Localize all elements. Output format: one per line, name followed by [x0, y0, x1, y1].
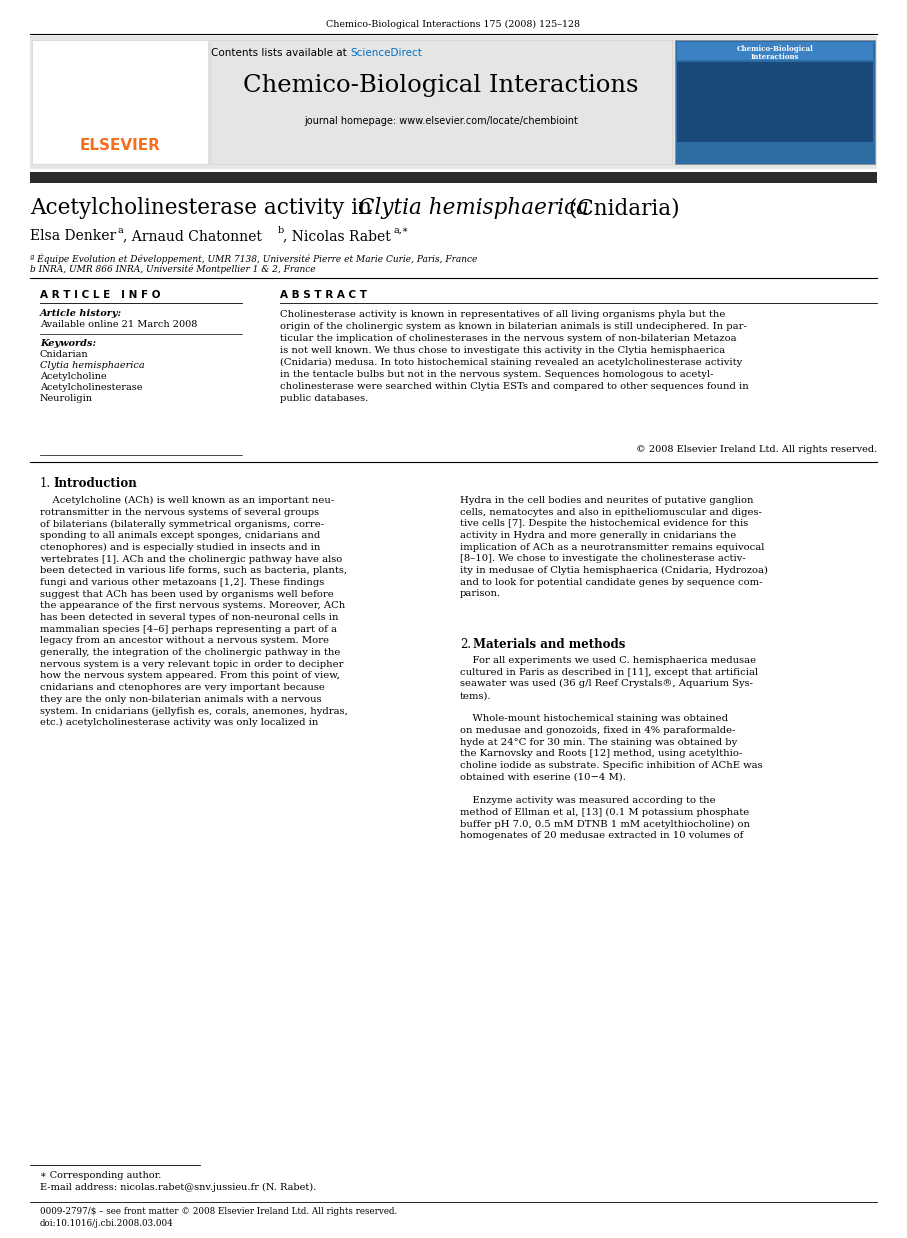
Text: 1.: 1. [40, 477, 51, 490]
Text: , Nicolas Rabet: , Nicolas Rabet [283, 229, 391, 243]
Text: Acetylcholine: Acetylcholine [40, 371, 107, 381]
Text: Acetylcholinesterase: Acetylcholinesterase [40, 383, 142, 392]
Bar [677, 62, 873, 142]
Bar [30, 36, 877, 170]
Text: Article history:: Article history: [40, 310, 122, 318]
Text: ∗ Corresponding author.: ∗ Corresponding author. [40, 1171, 161, 1180]
Text: , Arnaud Chatonnet: , Arnaud Chatonnet [123, 229, 262, 243]
Text: Acetylcholinesterase activity in: Acetylcholinesterase activity in [30, 197, 379, 219]
Text: A R T I C L E   I N F O: A R T I C L E I N F O [40, 290, 161, 300]
Text: b: b [278, 227, 284, 235]
Bar [677, 42, 873, 59]
Text: Acetylcholine (ACh) is well known as an important neu-
rotransmitter in the nerv: Acetylcholine (ACh) is well known as an … [40, 496, 348, 728]
Text: Clytia hemisphaerica: Clytia hemisphaerica [358, 197, 589, 219]
Text: © 2008 Elsevier Ireland Ltd. All rights reserved.: © 2008 Elsevier Ireland Ltd. All rights … [636, 444, 877, 454]
Bar [675, 40, 875, 163]
Text: b INRA, UMR 866 INRA, Université Montpellier 1 & 2, France: b INRA, UMR 866 INRA, Université Montpel… [30, 265, 316, 275]
Text: Chemico-Biological Interactions: Chemico-Biological Interactions [243, 74, 639, 97]
Bar [30, 172, 877, 183]
Text: a: a [118, 227, 123, 235]
Text: (Cnidaria): (Cnidaria) [562, 197, 679, 219]
Text: Chemico-Biological: Chemico-Biological [736, 45, 814, 53]
Text: Cnidarian: Cnidarian [40, 350, 89, 359]
Text: Keywords:: Keywords: [40, 339, 96, 348]
Text: doi:10.1016/j.cbi.2008.03.004: doi:10.1016/j.cbi.2008.03.004 [40, 1219, 174, 1228]
Text: Chemico-Biological Interactions 175 (2008) 125–128: Chemico-Biological Interactions 175 (200… [326, 20, 580, 30]
Bar [32, 40, 208, 163]
Text: ScienceDirect: ScienceDirect [350, 48, 422, 58]
Text: journal homepage: www.elsevier.com/locate/chembioint: journal homepage: www.elsevier.com/locat… [304, 116, 578, 126]
Text: E-mail address: nicolas.rabet@snv.jussieu.fr (N. Rabet).: E-mail address: nicolas.rabet@snv.jussie… [40, 1184, 317, 1192]
Text: Clytia hemisphaerica: Clytia hemisphaerica [40, 361, 145, 370]
Text: Materials and methods: Materials and methods [473, 638, 625, 651]
Text: a,∗: a,∗ [393, 227, 408, 235]
Text: Available online 21 March 2008: Available online 21 March 2008 [40, 319, 198, 329]
Text: A B S T R A C T: A B S T R A C T [280, 290, 367, 300]
Text: Contents lists available at: Contents lists available at [211, 48, 350, 58]
Text: 2.: 2. [460, 638, 471, 651]
Text: Elsa Denker: Elsa Denker [30, 229, 116, 243]
Text: For all experiments we used C. hemisphaerica medusae
cultured in Paris as descri: For all experiments we used C. hemisphae… [460, 656, 763, 841]
Text: ª Équipe Evolution et Développement, UMR 7138, Université Pierre et Marie Curie,: ª Équipe Evolution et Développement, UMR… [30, 254, 477, 265]
Bar [210, 40, 672, 163]
Text: Hydra in the cell bodies and neurites of putative ganglion
cells, nematocytes an: Hydra in the cell bodies and neurites of… [460, 496, 768, 598]
Text: Introduction: Introduction [53, 477, 137, 490]
Text: 0009-2797/$ – see front matter © 2008 Elsevier Ireland Ltd. All rights reserved.: 0009-2797/$ – see front matter © 2008 El… [40, 1207, 397, 1216]
Text: Cholinesterase activity is known in representatives of all living organisms phyl: Cholinesterase activity is known in repr… [280, 310, 749, 402]
Text: ELSEVIER: ELSEVIER [80, 137, 161, 154]
Text: Neuroligin: Neuroligin [40, 394, 93, 404]
Text: Interactions: Interactions [751, 53, 799, 61]
